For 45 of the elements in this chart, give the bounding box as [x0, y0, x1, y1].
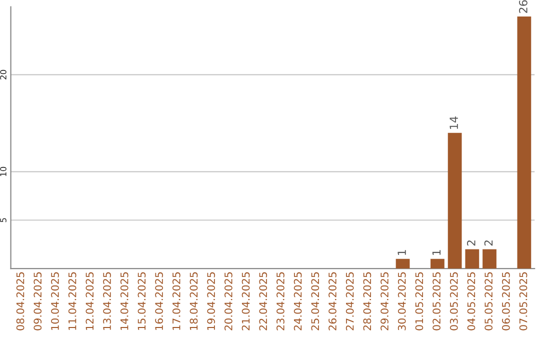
x-tick-label: 25.04.2025 — [311, 272, 320, 330]
x-tick-label: 07.05.2025 — [519, 272, 528, 330]
x-tick-label: 06.05.2025 — [502, 272, 510, 330]
x-tick-label: 18.04.2025 — [190, 272, 198, 330]
data-label: 1 — [432, 250, 441, 255]
x-tick-label: 08.04.2025 — [16, 272, 24, 330]
x-tick-label: 09.04.2025 — [34, 272, 42, 330]
bar — [396, 258, 410, 269]
bar — [482, 249, 496, 269]
y-tick-label: 10 — [0, 166, 6, 176]
x-tick-label: 21.04.2025 — [242, 272, 250, 330]
x-tick-label: 29.04.2025 — [380, 272, 388, 330]
x-tick-label: 12.04.2025 — [86, 272, 94, 330]
x-tick-label: 27.04.2025 — [346, 272, 354, 330]
x-tick-label: 03.05.2025 — [450, 272, 458, 330]
x-tick-label: 05.05.2025 — [484, 272, 493, 330]
x-tick-label: 23.04.2025 — [276, 272, 284, 330]
y-tick-label: 20 — [0, 70, 6, 80]
x-tick-label: 02.05.2025 — [432, 272, 440, 330]
x-tick-label: 28.04.2025 — [363, 272, 372, 330]
bar — [448, 132, 462, 269]
data-label: 14 — [450, 116, 458, 129]
x-tick-label: 13.04.2025 — [103, 272, 111, 330]
x-tick-label: 19.04.2025 — [207, 272, 216, 330]
data-label: 2 — [466, 240, 476, 246]
x-tick-label: 20.04.2025 — [224, 272, 232, 330]
x-tick-label: 17.04.2025 — [172, 272, 180, 330]
x-tick-label: 22.04.2025 — [259, 272, 268, 330]
x-tick-label: 15.04.2025 — [138, 272, 146, 330]
x-tick-label: 11.04.2025 — [68, 272, 76, 330]
data-label: 2 — [484, 240, 493, 246]
bar — [517, 16, 532, 269]
data-label: 1 — [398, 250, 406, 255]
x-tick-label: 26.04.2025 — [328, 272, 336, 330]
x-tick-label: 16.04.2025 — [155, 272, 163, 330]
x-tick-label: 30.04.2025 — [398, 272, 406, 330]
bar — [465, 249, 480, 269]
x-tick-label: 14.04.2025 — [120, 272, 128, 330]
x-tick-label: 10.04.2025 — [51, 272, 59, 330]
x-tick-label: 01.05.2025 — [415, 272, 424, 330]
y-tick-label: 5 — [0, 218, 6, 222]
x-tick-label: 24.04.2025 — [294, 272, 302, 330]
data-label: 26 — [519, 0, 528, 13]
x-tick-label: 04.05.2025 — [467, 272, 476, 330]
bar — [430, 258, 444, 269]
